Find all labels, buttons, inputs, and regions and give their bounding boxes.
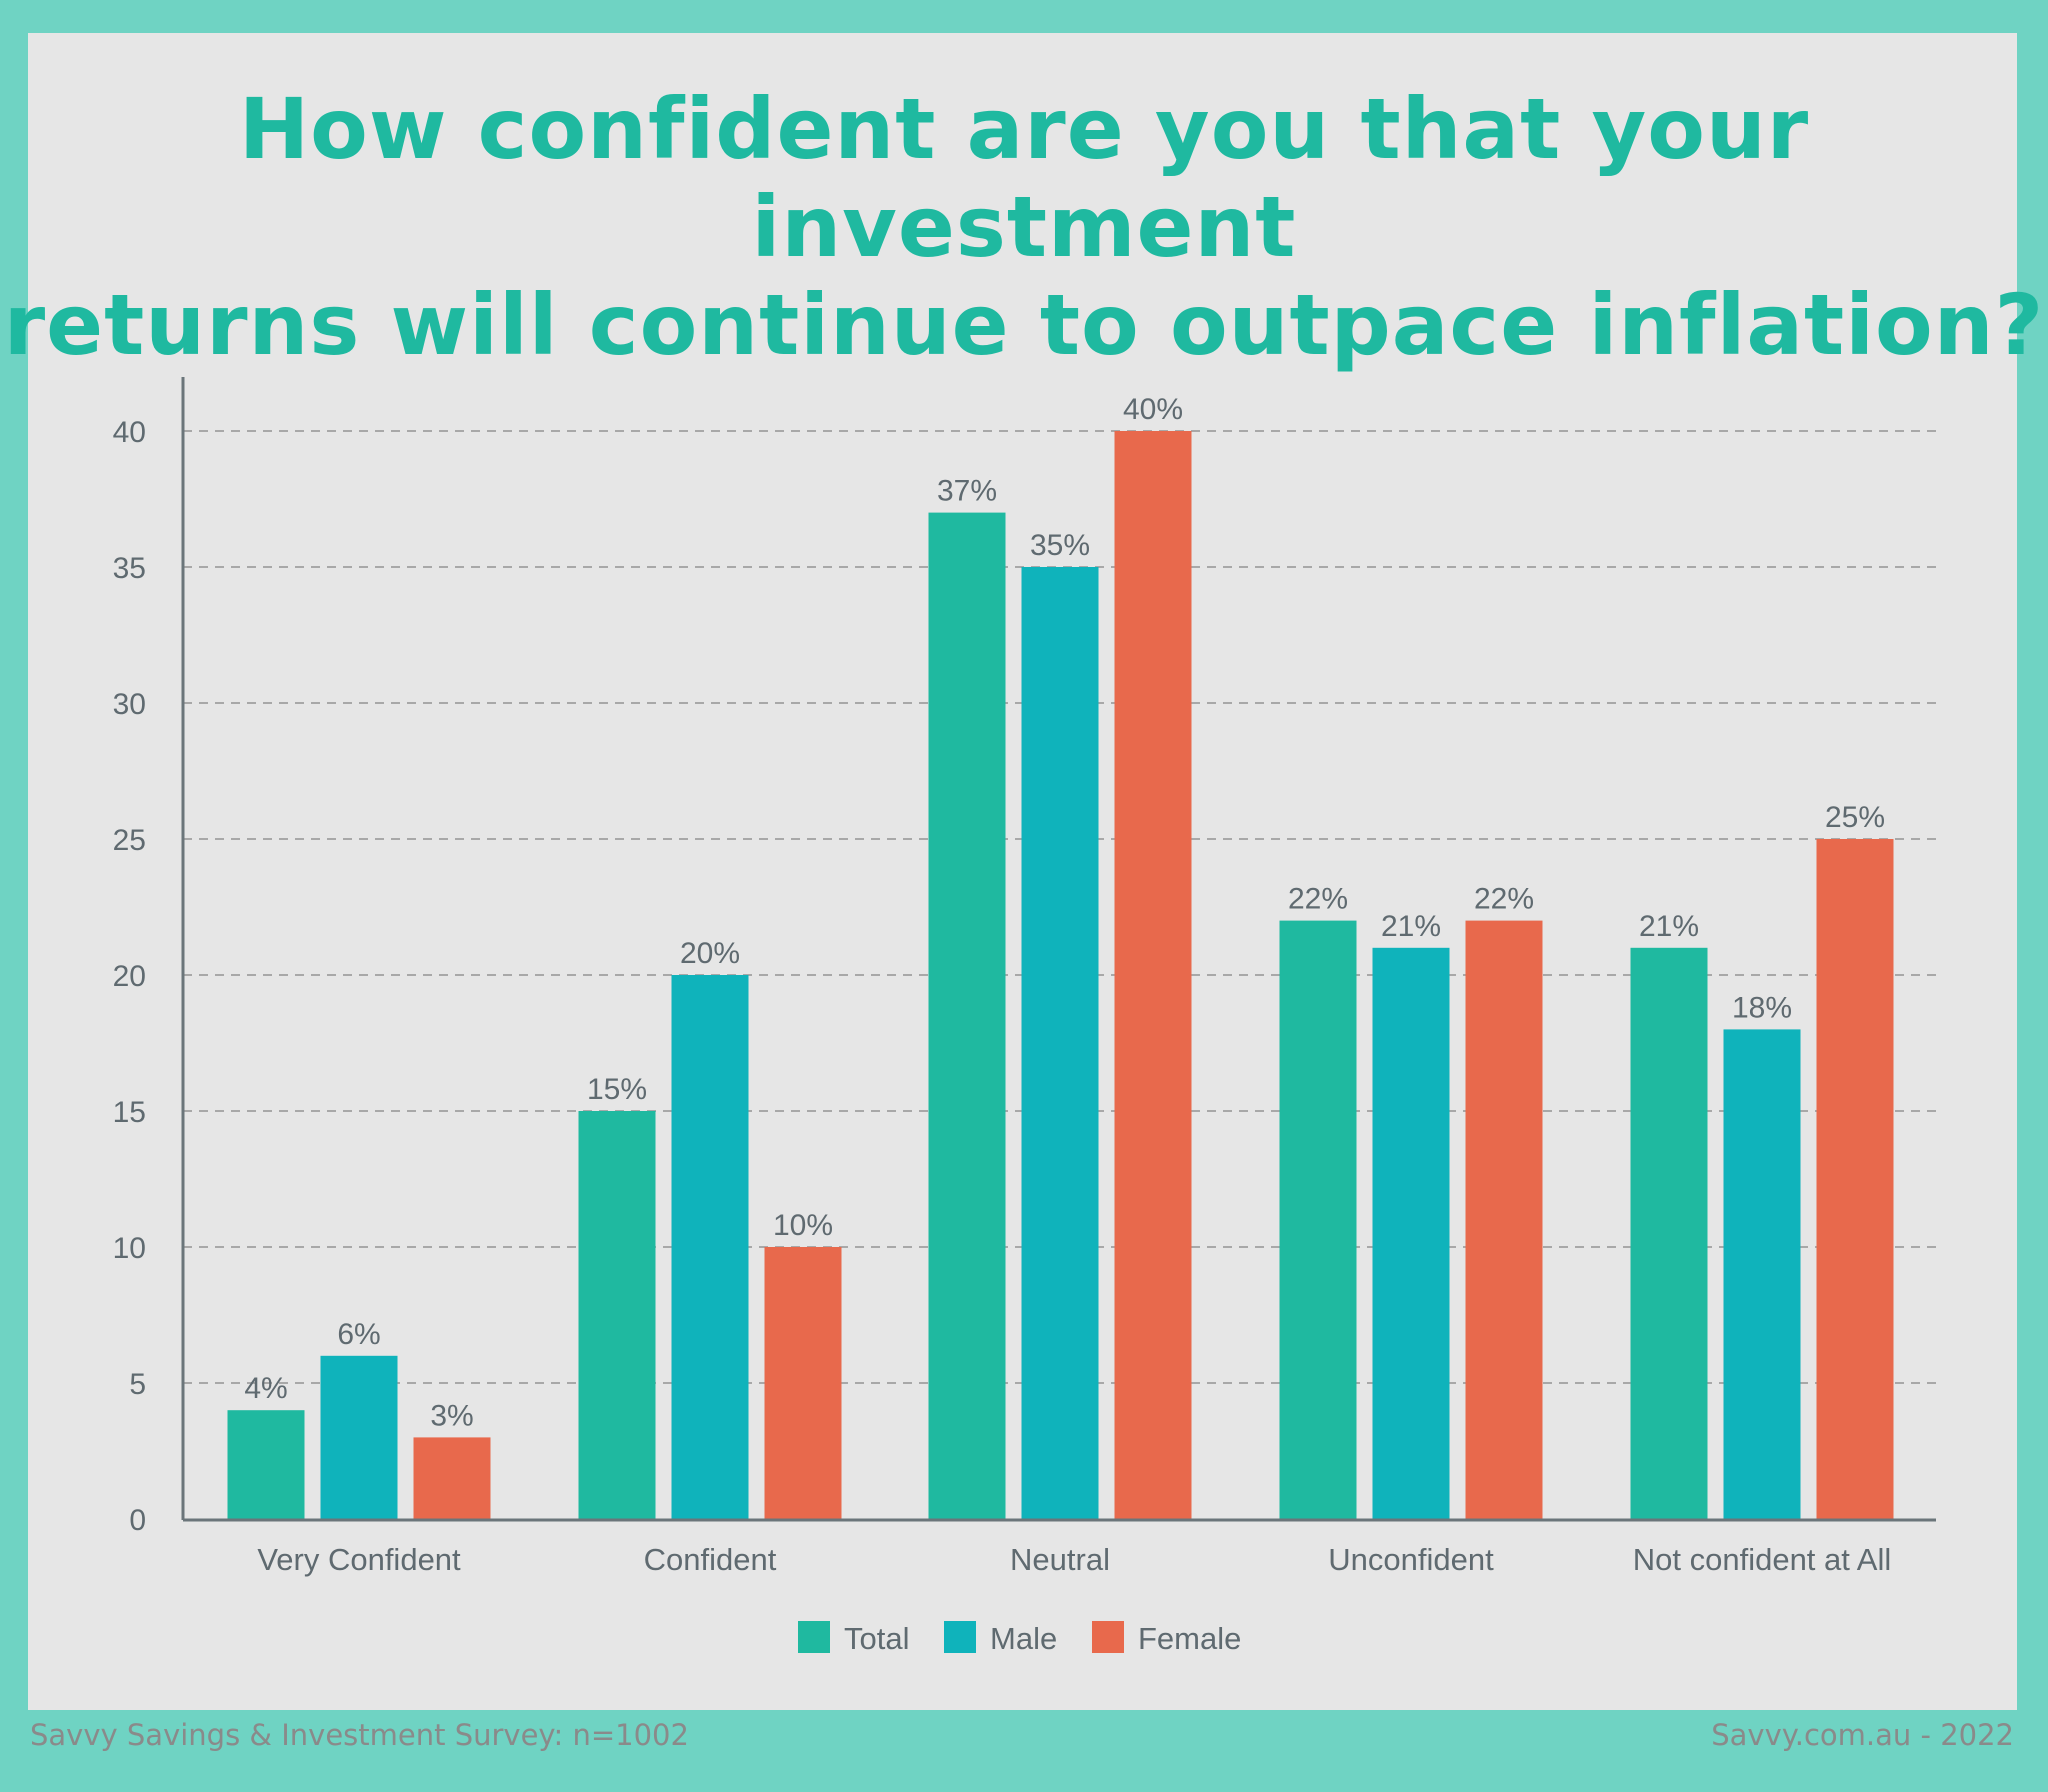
bar-female	[1114, 431, 1192, 1519]
y-tick-label: 5	[129, 1368, 146, 1401]
y-tick-label: 20	[113, 960, 146, 993]
title-line-1: How confident are you that your investme…	[238, 80, 1810, 276]
data-label: 20%	[680, 937, 740, 970]
title-line-2: returns will continue to outpace inflati…	[3, 276, 2045, 374]
y-tick-label: 25	[113, 824, 146, 857]
legend-label: Female	[1138, 1621, 1241, 1656]
bar-total	[928, 512, 1006, 1519]
x-tick-label: Confident	[644, 1542, 777, 1577]
legend-label: Male	[990, 1621, 1057, 1656]
x-tick-label: Very Confident	[257, 1542, 461, 1577]
y-tick-label: 0	[129, 1504, 146, 1537]
bar-male	[671, 975, 749, 1519]
data-label: 35%	[1030, 529, 1090, 562]
data-label: 6%	[337, 1318, 380, 1351]
bar-total	[578, 1111, 656, 1519]
data-label: 18%	[1732, 991, 1792, 1024]
data-label: 21%	[1639, 910, 1699, 943]
bar-female	[1465, 920, 1543, 1519]
x-tick-label: Neutral	[1010, 1542, 1110, 1577]
bar-male	[1372, 947, 1450, 1519]
bar-male	[320, 1355, 398, 1519]
bar-female	[413, 1437, 491, 1519]
data-label: 3%	[430, 1399, 473, 1432]
data-label: 25%	[1825, 801, 1885, 834]
y-tick-label: 40	[113, 416, 146, 449]
y-tick-label: 10	[113, 1232, 146, 1265]
bar-total	[1630, 947, 1708, 1519]
bar-male	[1723, 1029, 1801, 1519]
bar-female	[764, 1247, 842, 1519]
data-label: 22%	[1288, 883, 1348, 916]
x-tick-label: Not confident at All	[1633, 1542, 1892, 1577]
data-label: 40%	[1123, 393, 1183, 426]
data-label: 10%	[773, 1209, 833, 1242]
data-label: 37%	[937, 475, 997, 508]
y-tick-label: 30	[113, 688, 146, 721]
data-label: 15%	[587, 1073, 647, 1106]
y-tick-label: 35	[113, 552, 146, 585]
bar-total	[1279, 920, 1357, 1519]
data-label: 22%	[1474, 883, 1534, 916]
data-label: 4%	[244, 1372, 287, 1405]
footer-source: Savvy Savings & Investment Survey: n=100…	[30, 1718, 689, 1752]
bar-total	[227, 1410, 305, 1519]
footer-credit: Savvy.com.au - 2022	[1711, 1718, 2014, 1752]
chart-title: How confident are you that your investme…	[0, 80, 2048, 374]
x-tick-label: Unconfident	[1328, 1542, 1494, 1577]
data-label: 21%	[1381, 910, 1441, 943]
legend-swatch-male	[944, 1621, 976, 1653]
legend-swatch-total	[798, 1621, 830, 1653]
legend-label: Total	[844, 1621, 909, 1656]
bar-female	[1816, 839, 1894, 1519]
legend-swatch-female	[1092, 1621, 1124, 1653]
bar-male	[1021, 567, 1099, 1519]
y-tick-label: 15	[113, 1096, 146, 1129]
